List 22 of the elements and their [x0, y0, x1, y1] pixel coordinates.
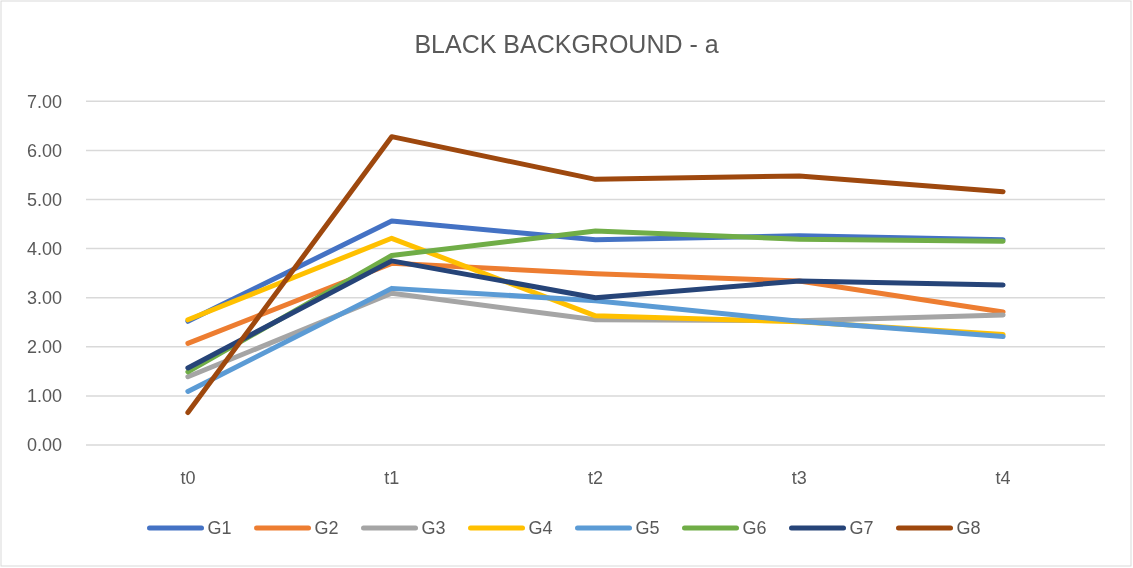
y-tick-label: 7.00 — [26, 91, 62, 112]
legend-label: G3 — [421, 518, 446, 539]
y-tick-label: 6.00 — [26, 140, 62, 161]
legend-label: G8 — [956, 518, 981, 539]
y-tick-label: 4.00 — [26, 238, 62, 259]
legend-label: G5 — [635, 518, 660, 539]
legend-label: G1 — [207, 518, 232, 539]
legend-label: G4 — [528, 518, 553, 539]
y-tick-label: 2.00 — [26, 337, 62, 358]
y-tick-label: 3.00 — [26, 288, 62, 308]
legend-label: G2 — [314, 518, 339, 539]
legend-label: G7 — [849, 518, 874, 539]
legend-label: G6 — [742, 518, 767, 539]
y-tick-label: 1.00 — [26, 386, 62, 407]
x-tick-label: t3 — [791, 468, 807, 488]
y-tick-label: 0.00 — [26, 435, 62, 456]
x-tick-label: t2 — [587, 468, 604, 488]
x-tick-label: t0 — [180, 468, 196, 488]
x-tick-label: t1 — [384, 468, 400, 488]
y-tick-label: 5.00 — [26, 189, 62, 210]
chart-title: BLACK BACKGROUND - a — [414, 30, 719, 58]
x-tick-label: t4 — [995, 468, 1011, 488]
